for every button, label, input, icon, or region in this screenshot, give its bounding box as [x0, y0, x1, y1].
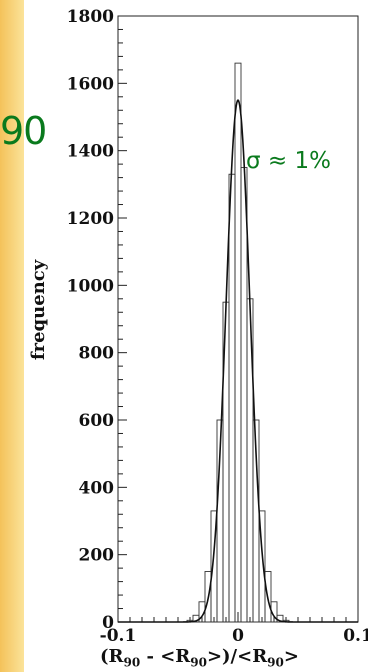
y-tick-label: 1400	[67, 142, 114, 162]
x-tick-label: 0	[232, 626, 244, 646]
y-tick-label: 1000	[67, 276, 114, 296]
x-tick-label: -0.1	[100, 626, 137, 646]
x-axis-label-subscript: 90	[123, 655, 141, 670]
x-axis-label-part: - <R	[140, 646, 191, 667]
x-axis-label-part: >)/<R	[206, 646, 268, 667]
histogram-bin	[264, 571, 272, 623]
y-tick-label: 1200	[67, 209, 114, 229]
y-axis-label: frequency	[28, 259, 49, 360]
histogram-bin	[234, 62, 242, 623]
gaussian-fit-curve	[118, 98, 358, 623]
plot-frame	[117, 15, 359, 623]
x-tick-label: 0.1	[343, 626, 368, 646]
y-tick-label: 600	[79, 411, 115, 431]
histogram-bin	[228, 173, 236, 623]
x-axis-label: (R90 - <R90>)/<R90>	[100, 646, 368, 670]
slide-accent-strip	[0, 0, 24, 672]
y-axis-label-group: frequency	[28, 259, 49, 360]
y-tick-label: 1600	[67, 74, 114, 94]
histogram-bin	[258, 510, 266, 623]
sigma-annotation: σ ≈ 1%	[246, 148, 331, 174]
y-tick-label: 400	[79, 478, 115, 498]
y-tick-label: 200	[79, 546, 115, 566]
x-axis-label-part: (R	[100, 646, 124, 667]
y-tick-label: 800	[79, 344, 115, 364]
x-axis-label-subscript: 90	[190, 655, 207, 670]
slide-fragment-text: 90	[0, 109, 47, 153]
histogram-bin	[240, 167, 248, 623]
y-tick-label: 0	[102, 613, 114, 633]
y-tick-label: 1800	[67, 7, 114, 27]
x-axis-label-part: >	[283, 646, 299, 667]
x-axis-label-subscript: 90	[267, 655, 284, 670]
